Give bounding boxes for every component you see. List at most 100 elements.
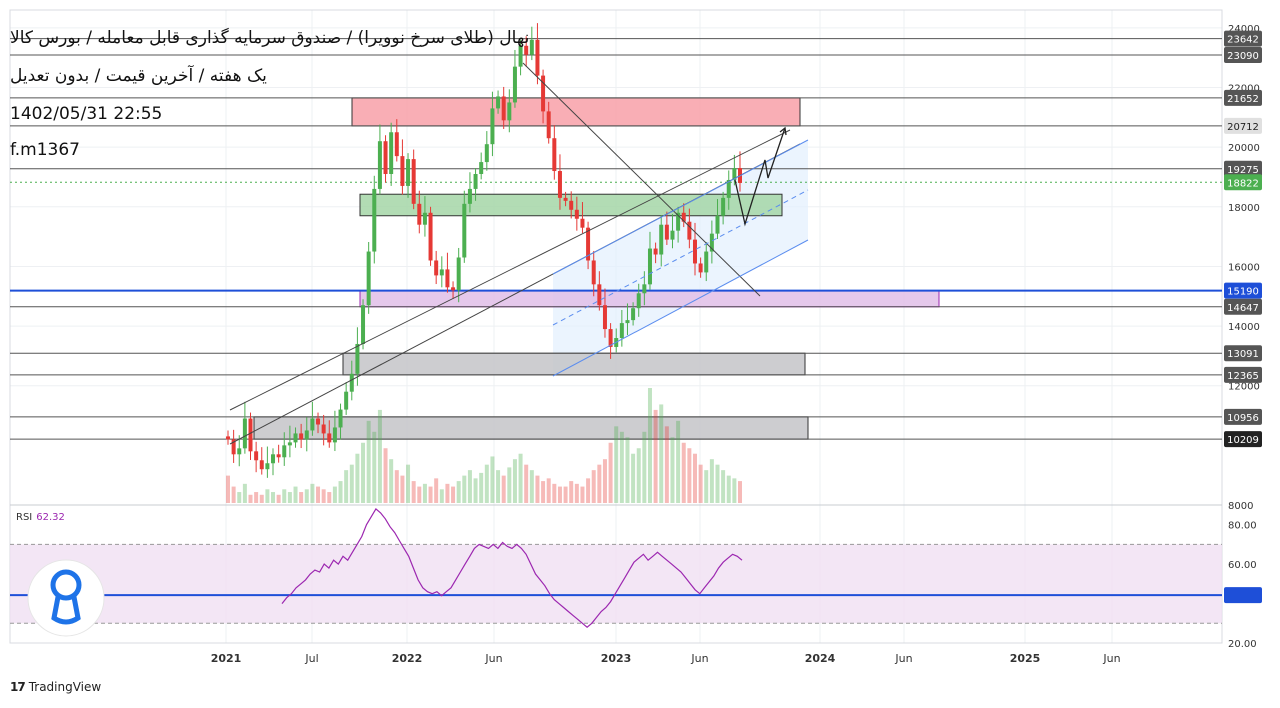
volume-bar xyxy=(670,437,675,503)
rsi-label: RSI xyxy=(16,512,33,523)
candle-body xyxy=(462,203,467,258)
volume-bar xyxy=(608,442,613,503)
rsi-tick-label: 20.00 xyxy=(1228,639,1257,650)
volume-bar xyxy=(434,478,439,503)
volume-bar xyxy=(445,483,450,503)
candle-body xyxy=(507,102,512,121)
volume-bar xyxy=(496,470,501,503)
volume-bar xyxy=(282,489,287,503)
volume-bar xyxy=(377,409,382,503)
volume-bar xyxy=(732,478,737,503)
volume-bar xyxy=(574,483,579,503)
volume-bar xyxy=(366,420,371,503)
volume-bar xyxy=(299,492,304,503)
candle-body xyxy=(467,188,472,204)
x-tick-label: 2023 xyxy=(601,652,632,665)
volume-bar xyxy=(586,478,591,503)
volume-bar xyxy=(383,448,388,503)
price-tick-label: 16000 xyxy=(1228,262,1260,273)
price-tick-label: 22000 xyxy=(1228,84,1260,95)
volume-bar xyxy=(664,426,669,503)
candle-body xyxy=(653,248,658,255)
channel-mid xyxy=(552,189,809,326)
chart-title: نهال (طلای سرخ نوویرا) / صندوق سرمایه گذ… xyxy=(10,28,530,48)
candle-body xyxy=(231,439,236,455)
candle-body xyxy=(541,75,546,112)
volume-bar xyxy=(507,467,512,503)
candle-body xyxy=(406,159,411,186)
candle-body xyxy=(619,323,624,339)
volume-bar xyxy=(591,470,596,503)
volume-bar xyxy=(541,481,546,503)
candle-body xyxy=(529,39,534,55)
candle-body xyxy=(304,430,309,440)
candle-body xyxy=(659,224,664,255)
axes: 24000 22000 20000 18000 16000 14000 12000 8000 8… xyxy=(211,24,1262,665)
candle-body xyxy=(692,239,697,264)
candle-body xyxy=(721,197,726,216)
volume-bars xyxy=(226,388,742,503)
volume-bar xyxy=(580,486,585,503)
candle-body xyxy=(332,427,337,443)
volume-bar xyxy=(462,475,467,503)
price-tag-label: 20712 xyxy=(1227,122,1259,133)
red-zone xyxy=(351,97,801,127)
volume-bar xyxy=(456,481,461,503)
volume-bar xyxy=(473,478,478,503)
volume-bar xyxy=(276,494,281,503)
candle-body xyxy=(602,305,607,330)
price-tag-bg xyxy=(1224,282,1262,299)
price-tag-bg xyxy=(1224,408,1262,425)
volume-bar xyxy=(501,475,506,503)
volume-bar xyxy=(631,453,636,503)
candle-body xyxy=(237,448,242,455)
candle-body xyxy=(636,293,641,309)
candle-body xyxy=(422,212,427,225)
candle-body xyxy=(490,108,495,145)
candle-body xyxy=(271,454,276,464)
candle-body xyxy=(361,305,366,344)
candle-body xyxy=(327,433,332,443)
candle-body xyxy=(557,171,562,198)
candle-body xyxy=(681,212,686,222)
zones xyxy=(253,97,940,440)
volume-bar xyxy=(529,470,534,503)
x-tick-label: Jun xyxy=(484,652,502,665)
candle-body xyxy=(518,45,523,67)
price-tag-bg xyxy=(1224,174,1262,191)
price-tag-bg xyxy=(1224,431,1262,448)
candle-body xyxy=(574,209,579,219)
candle-body xyxy=(366,251,371,306)
volume-bar xyxy=(344,470,349,503)
volume-bar xyxy=(242,483,247,503)
price-tag-label: 12365 xyxy=(1227,371,1259,382)
candle-body xyxy=(704,251,709,273)
volume-bar xyxy=(484,464,489,503)
candle-body xyxy=(226,436,230,440)
volume-bar xyxy=(659,404,664,503)
candle-body xyxy=(456,257,461,291)
volume-bar xyxy=(349,464,354,503)
candle-body xyxy=(631,308,636,321)
x-tick-label: 2022 xyxy=(392,652,423,665)
candle-body xyxy=(524,45,529,55)
volume-bar xyxy=(687,448,692,503)
footer-brand[interactable]: 17 TradingView xyxy=(10,680,101,694)
x-tick-label: Jun xyxy=(1102,652,1120,665)
candle-body xyxy=(451,287,456,291)
x-tick-label: Jun xyxy=(894,652,912,665)
gray-zone-upper xyxy=(342,352,806,376)
volume-bar xyxy=(417,486,422,503)
volume-bar xyxy=(642,431,647,503)
candle-body xyxy=(248,418,253,452)
candle-body xyxy=(676,212,681,231)
candle-body xyxy=(321,424,326,434)
trendline-upper xyxy=(229,129,791,411)
volume-bar xyxy=(647,388,652,503)
x-tick-label: Jun xyxy=(690,652,708,665)
candle-body xyxy=(355,343,360,374)
price-tag-bg xyxy=(1224,47,1262,64)
volume-bar xyxy=(439,489,444,503)
volume-bar xyxy=(389,459,394,503)
